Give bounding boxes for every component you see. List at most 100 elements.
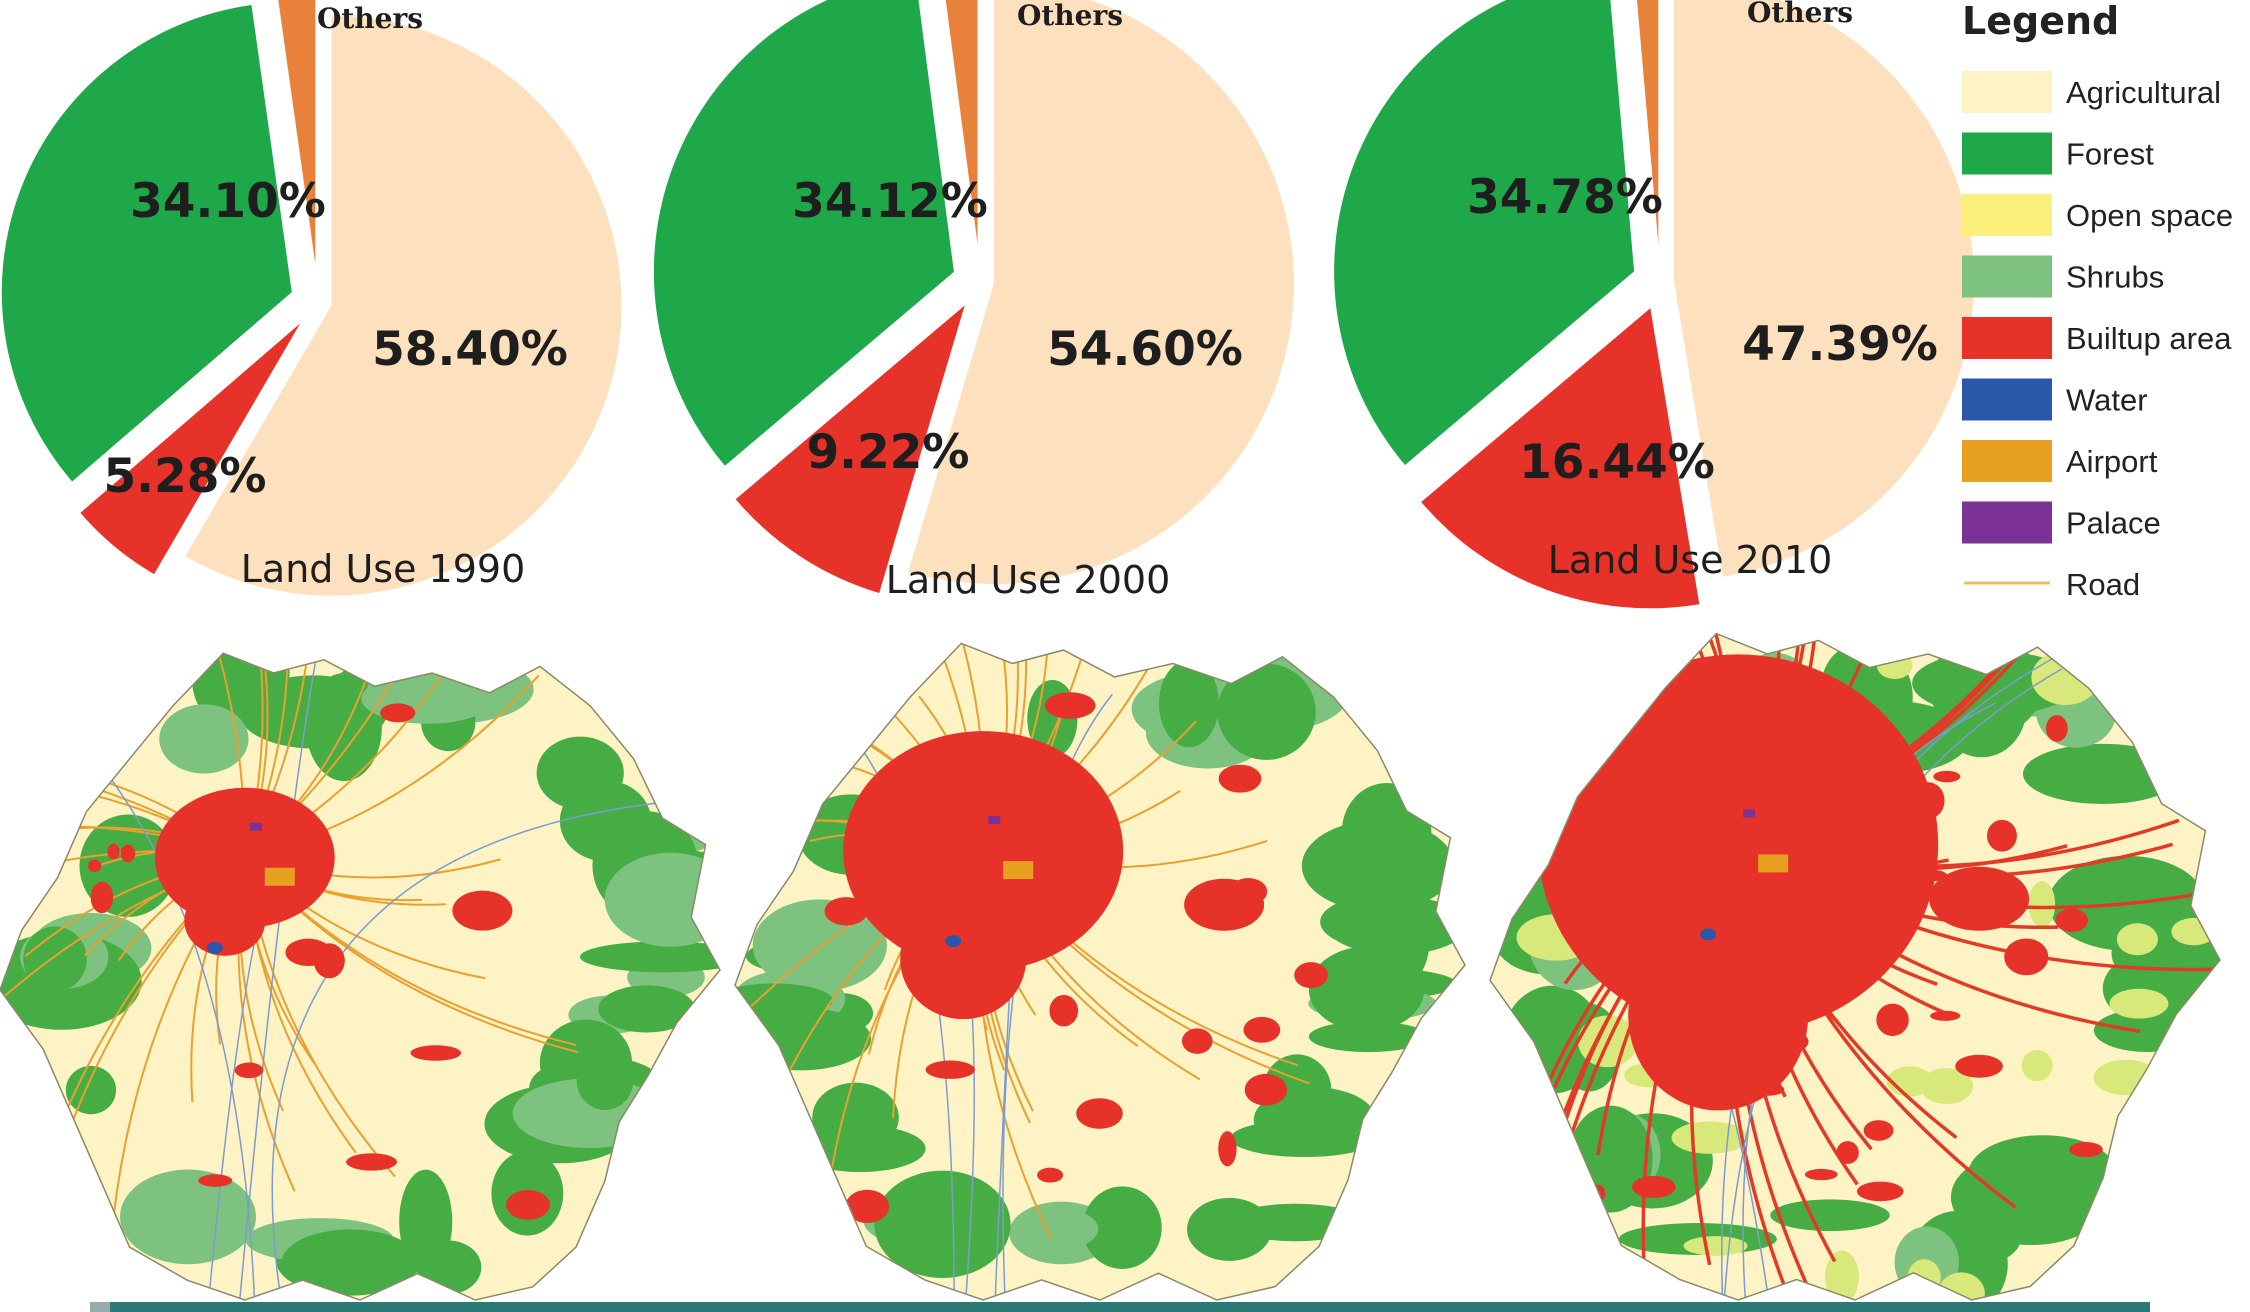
map-forest-patch <box>579 941 720 973</box>
map-builtup-patch <box>90 881 114 914</box>
map-forest-patch <box>1186 1197 1272 1261</box>
map-builtup-town <box>1184 878 1265 931</box>
legend: Legend Agricultural Forest Open space Shrub… <box>1962 0 2233 602</box>
map-water <box>1700 928 1717 941</box>
land-use-map-1990 <box>0 652 721 1301</box>
map-builtup-patch <box>914 927 928 955</box>
map-builtup-patch <box>1244 1073 1288 1106</box>
map-builtup-patch <box>107 843 120 860</box>
map-boundary <box>734 642 1466 1301</box>
map-builtup-patch <box>1751 1083 1785 1096</box>
map-boundary <box>0 652 721 1301</box>
pie-slice-builtup-area <box>735 305 965 593</box>
map-body <box>0 653 720 1300</box>
legend-label: Airport <box>2066 444 2158 479</box>
map-builtup-core <box>184 885 266 956</box>
map-open-space-patch <box>2106 1257 2145 1300</box>
legend-title: Legend <box>1962 0 2119 43</box>
footer-bar-left-edge <box>90 1302 110 1312</box>
map-builtup-patch <box>1037 1167 1064 1183</box>
map-forest-patch <box>598 985 695 1033</box>
legend-item: Palace <box>1962 501 2161 544</box>
map-open-space-patch <box>1514 1076 1545 1094</box>
map-builtup-patch <box>925 1060 975 1079</box>
legend-item: Agricultural <box>1962 71 2221 113</box>
legend-label: Forest <box>2066 137 2154 172</box>
map-builtup-patch <box>1802 993 1831 1009</box>
pie-title: Land Use 1990 <box>241 547 526 591</box>
map-builtup-patch <box>1901 889 1927 915</box>
legend-label: Shrubs <box>2066 260 2164 295</box>
map-builtup-patch <box>1778 725 1827 739</box>
map-open-space-patch <box>2021 1050 2053 1082</box>
pie-data-label: 34.12% <box>792 174 988 229</box>
legend-item: Shrubs <box>1962 255 2164 298</box>
legend-swatch <box>1962 194 2052 236</box>
map-builtup-patch <box>1218 764 1262 793</box>
map-builtup-patch <box>1076 1098 1123 1129</box>
map-builtup-patch <box>1916 869 1948 882</box>
legend-swatch <box>1962 501 2052 544</box>
map-builtup-patch <box>1911 782 1945 819</box>
map-forest-patch <box>120 1169 257 1265</box>
map-builtup-patch <box>1670 1063 1690 1093</box>
map-builtup-patch <box>1863 1120 1894 1141</box>
map-open-space-patch <box>1876 652 1913 679</box>
map-open-space-patch <box>1632 633 1673 685</box>
legend-item: Builtup area <box>1962 317 2232 359</box>
legend-item: Airport <box>1962 440 2158 482</box>
map-builtup-patch <box>505 1190 550 1220</box>
pie-data-label: 34.78% <box>1467 170 1663 225</box>
legend-label: Water <box>2066 383 2148 418</box>
legend-item: Road <box>1964 567 2140 602</box>
pie-slice-agricultural <box>908 0 1294 585</box>
map-builtup-patch <box>1181 1028 1213 1054</box>
legend-label: Agricultural <box>2066 75 2221 110</box>
map-builtup-patch <box>2069 1142 2103 1158</box>
map-builtup-core <box>843 731 1124 972</box>
pie-data-label: 16.44% <box>1519 435 1715 490</box>
pie-slice-agricultural <box>185 15 622 596</box>
legend-item: Water <box>1962 378 2148 421</box>
map-body <box>735 643 1465 1300</box>
map-airport <box>1003 861 1034 880</box>
legend-item: Open space <box>1962 194 2233 236</box>
map-forest-patch <box>304 1237 369 1280</box>
land-use-maps <box>0 632 2221 1301</box>
pie-data-label: 47.39% <box>1742 317 1938 372</box>
map-builtup-patch <box>1649 789 1666 820</box>
map-open-space-patch <box>2116 923 2158 956</box>
map-builtup-patch <box>1044 692 1096 719</box>
map-forest-patch <box>1034 1210 1099 1248</box>
map-open-space-patch <box>1919 1068 1974 1105</box>
map-open-space-patch <box>1937 1272 1985 1300</box>
legend-swatch <box>1962 255 2052 298</box>
map-forest-patch <box>1770 1199 1890 1232</box>
map-airport <box>1758 854 1789 873</box>
map-forest-patch <box>237 653 290 694</box>
map-builtup-patch <box>1933 770 1961 783</box>
map-builtup-patch <box>993 817 1034 843</box>
map-forest-patch <box>1308 1021 1428 1053</box>
pie-chart-2: 54.60% 9.22% 34.12% Others Land Use 2000 <box>653 0 1294 602</box>
pie-slice-builtup-area <box>80 323 301 575</box>
map-builtup-patch <box>198 1174 233 1187</box>
pie-slice-agricultural <box>1673 0 1974 577</box>
legend-swatch <box>1962 378 2052 421</box>
pie-data-label: 54.60% <box>1047 322 1243 377</box>
map-forest-patch <box>23 926 87 992</box>
map-open-space-patch <box>2109 988 2169 1019</box>
pie-data-label: 9.22% <box>806 425 969 480</box>
map-builtup-patch <box>1804 1168 1838 1181</box>
map-builtup-patch <box>1243 1016 1281 1043</box>
map-builtup-patch <box>346 1153 397 1171</box>
pie-title: Land Use 2000 <box>886 558 1171 602</box>
pie-data-label: 58.40% <box>372 322 568 377</box>
legend-label: Road <box>2066 567 2140 602</box>
pie-label-others: Others <box>1017 0 1123 32</box>
pie-chart-1: 58.40% 5.28% 34.10% Others Land Use 1990 <box>1 0 622 596</box>
map-open-space-patch <box>2093 1059 2158 1096</box>
map-builtup-core <box>1538 654 1939 1035</box>
map-forest-patch <box>1158 659 1220 748</box>
